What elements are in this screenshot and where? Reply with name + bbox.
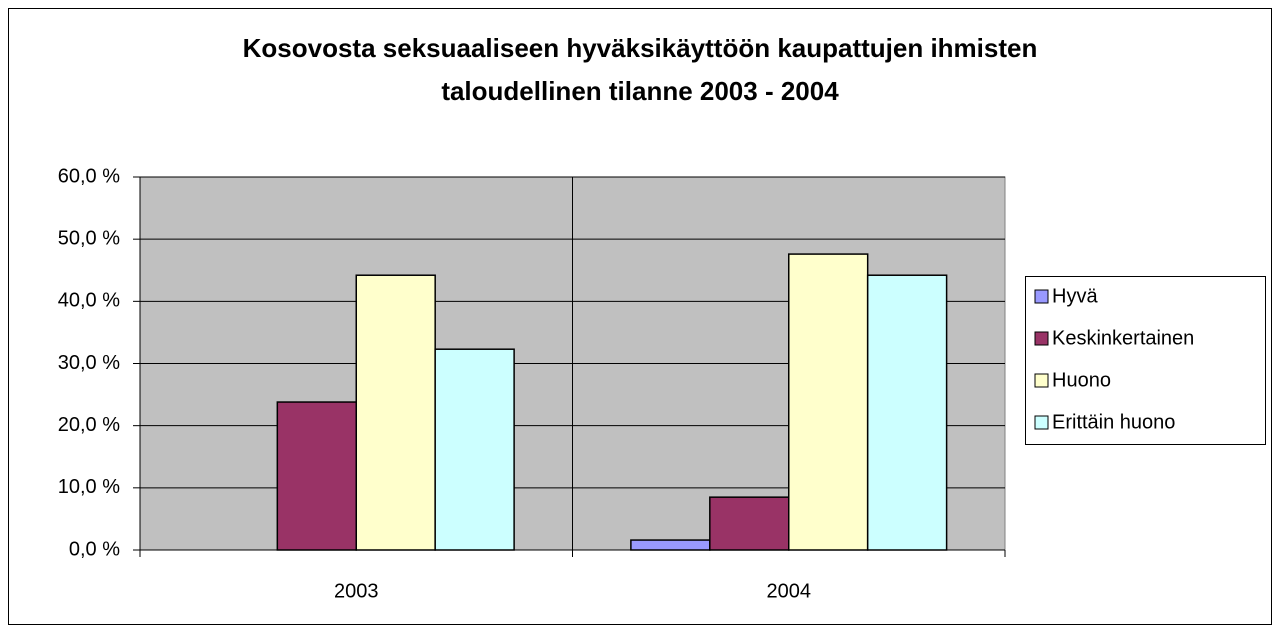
y-tick-label: 10,0 % [58,476,120,498]
chart-title: taloudellinen tilanne 2003 - 2004 [441,76,839,106]
x-tick-label: 2004 [767,580,812,602]
bar [434,348,515,551]
legend-swatch [1034,373,1049,388]
legend-label: Huono [1052,369,1111,391]
legend-swatch [1034,415,1049,430]
y-tick-label: 20,0 % [58,414,120,436]
bar [866,274,948,551]
legend-label: Erittäin huono [1052,411,1175,433]
y-tick-label: 40,0 % [58,290,120,312]
legend-swatch [1034,289,1049,304]
y-tick-label: 30,0 % [58,352,120,374]
legend-label: Keskinkertainen [1052,327,1194,349]
bar [788,253,869,551]
bar [276,401,358,551]
y-tick-label: 50,0 % [58,227,120,249]
chart-title: Kosovosta seksuaaliseen hyväksikäyttöön … [243,33,1038,63]
legend-label: Hyvä [1052,285,1098,307]
x-tick-label: 2003 [334,580,379,602]
y-tick-label: 60,0 % [58,165,120,187]
bar [630,539,711,551]
y-tick-label: 0,0 % [69,538,120,560]
legend-box [1025,276,1266,445]
legend-swatch [1034,331,1049,346]
bar [355,274,436,551]
bar [709,496,790,551]
